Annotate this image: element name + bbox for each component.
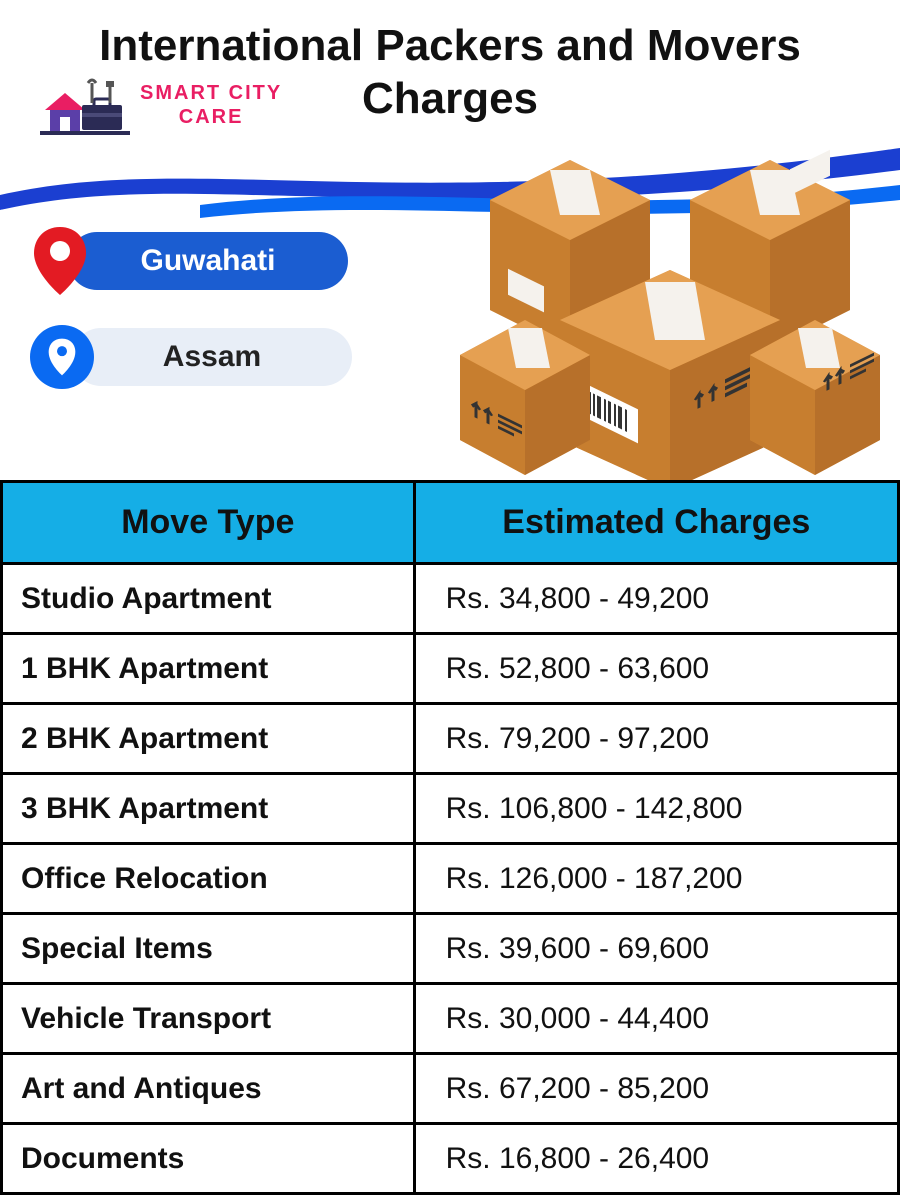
col-move-type: Move Type bbox=[2, 482, 415, 564]
cell-move-type: 1 BHK Apartment bbox=[2, 634, 415, 704]
cell-move-type: Vehicle Transport bbox=[2, 984, 415, 1054]
table-row: Vehicle Transport Rs. 30,000 - 44,400 bbox=[2, 984, 899, 1054]
col-estimated-charges: Estimated Charges bbox=[414, 482, 898, 564]
city-label: Guwahati bbox=[140, 244, 275, 278]
cell-charge: Rs. 30,000 - 44,400 bbox=[414, 984, 898, 1054]
map-pin-blue-icon bbox=[30, 325, 94, 389]
boxes-illustration-icon bbox=[450, 130, 890, 480]
cell-charge: Rs. 106,800 - 142,800 bbox=[414, 774, 898, 844]
cell-move-type: Studio Apartment bbox=[2, 564, 415, 634]
cell-move-type: Art and Antiques bbox=[2, 1054, 415, 1124]
logo-text: SMART CITY CARE bbox=[140, 81, 282, 129]
logo-text-line2: CARE bbox=[140, 105, 282, 129]
table-header-row: Move Type Estimated Charges bbox=[2, 482, 899, 564]
cell-charge: Rs. 16,800 - 26,400 bbox=[414, 1124, 898, 1194]
cell-move-type: 3 BHK Apartment bbox=[2, 774, 415, 844]
map-pin-red-icon bbox=[30, 225, 90, 297]
table-row: 2 BHK Apartment Rs. 79,200 - 97,200 bbox=[2, 704, 899, 774]
table-row: Studio Apartment Rs. 34,800 - 49,200 bbox=[2, 564, 899, 634]
cell-move-type: Office Relocation bbox=[2, 844, 415, 914]
cell-charge: Rs. 52,800 - 63,600 bbox=[414, 634, 898, 704]
cell-move-type: Special Items bbox=[2, 914, 415, 984]
table-row: 1 BHK Apartment Rs. 52,800 - 63,600 bbox=[2, 634, 899, 704]
table-row: 3 BHK Apartment Rs. 106,800 - 142,800 bbox=[2, 774, 899, 844]
cell-move-type: 2 BHK Apartment bbox=[2, 704, 415, 774]
state-label: Assam bbox=[163, 340, 261, 374]
brand-logo: SMART CITY CARE bbox=[40, 75, 282, 135]
charges-table: Move Type Estimated Charges Studio Apart… bbox=[0, 480, 900, 1195]
cell-move-type: Documents bbox=[2, 1124, 415, 1194]
table-row: Documents Rs. 16,800 - 26,400 bbox=[2, 1124, 899, 1194]
cell-charge: Rs. 79,200 - 97,200 bbox=[414, 704, 898, 774]
location-section: Guwahati Assam bbox=[30, 225, 410, 417]
logo-text-line1: SMART CITY bbox=[140, 81, 282, 105]
logo-graphic-icon bbox=[40, 75, 130, 135]
cell-charge: Rs. 126,000 - 187,200 bbox=[414, 844, 898, 914]
cell-charge: Rs. 39,600 - 69,600 bbox=[414, 914, 898, 984]
cell-charge: Rs. 34,800 - 49,200 bbox=[414, 564, 898, 634]
state-pill: Assam bbox=[72, 328, 352, 386]
state-row: Assam bbox=[30, 325, 410, 389]
city-pill: Guwahati bbox=[68, 232, 348, 290]
table-row: Office Relocation Rs. 126,000 - 187,200 bbox=[2, 844, 899, 914]
cell-charge: Rs. 67,200 - 85,200 bbox=[414, 1054, 898, 1124]
city-row: Guwahati bbox=[30, 225, 410, 297]
table-row: Art and Antiques Rs. 67,200 - 85,200 bbox=[2, 1054, 899, 1124]
table-row: Special Items Rs. 39,600 - 69,600 bbox=[2, 914, 899, 984]
